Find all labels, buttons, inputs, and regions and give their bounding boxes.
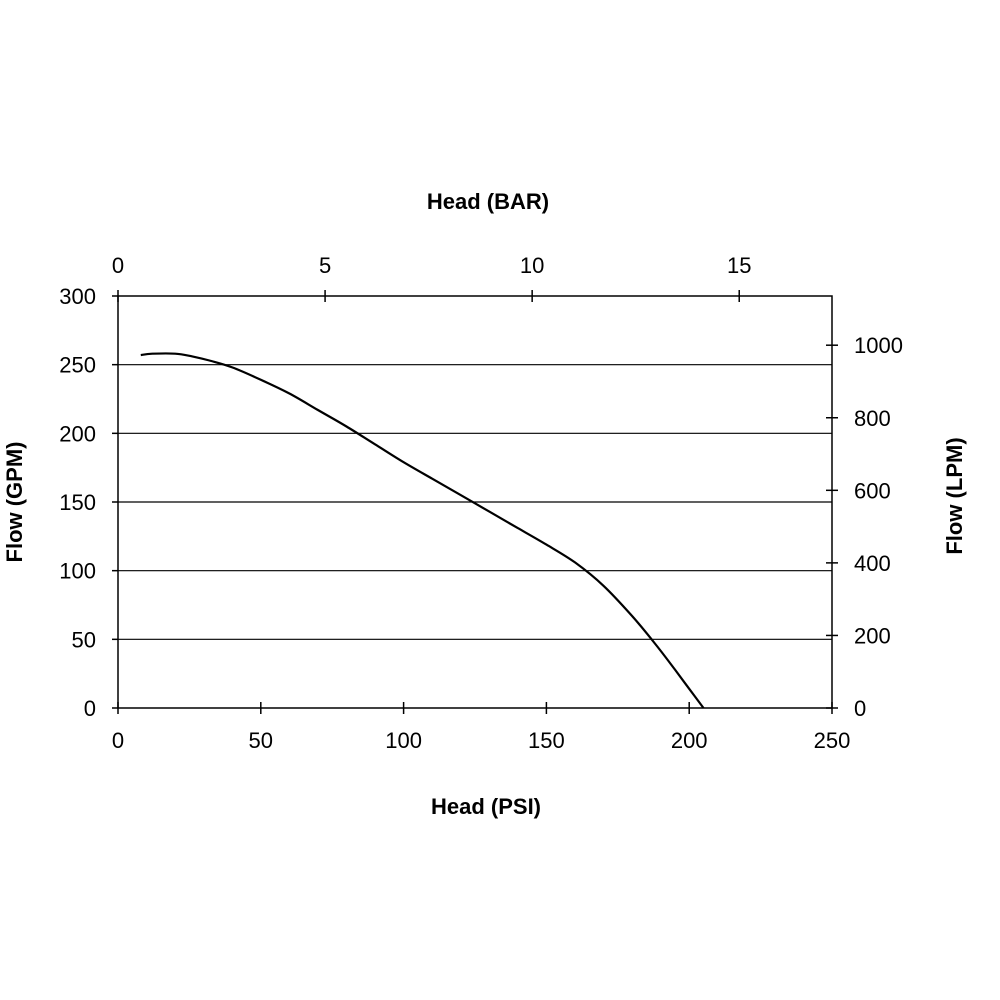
x-tick-label-0: 0 (112, 728, 124, 753)
y2-axis-title: Flow (LPM) (942, 437, 967, 554)
series-line-pump-curve (140, 352, 705, 709)
x2-tick-label-5: 5 (319, 253, 331, 278)
y-axis-title: Flow (GPM) (2, 442, 27, 563)
y-tick-label-100: 100 (59, 559, 96, 584)
y2-axis-ticks: 0 200 400 600 800 1000 (826, 333, 903, 721)
y-tick-label-50: 50 (72, 627, 96, 652)
x2-axis-ticks: 0 5 10 15 (112, 253, 751, 302)
x2-tick-label-0: 0 (112, 253, 124, 278)
x-tick-label-50: 50 (249, 728, 273, 753)
y2-tick-label-1000: 1000 (854, 333, 903, 358)
y-tick-label-300: 300 (59, 284, 96, 309)
x-axis-title: Head (PSI) (431, 794, 541, 819)
x2-tick-label-15: 15 (727, 253, 751, 278)
x2-tick-label-10: 10 (520, 253, 544, 278)
gridlines (118, 364, 832, 640)
y2-tick-label-200: 200 (854, 623, 891, 648)
y-tick-label-200: 200 (59, 421, 96, 446)
y2-tick-label-800: 800 (854, 406, 891, 431)
x-tick-label-100: 100 (385, 728, 422, 753)
x-tick-label-250: 250 (814, 728, 851, 753)
y-tick-label-250: 250 (59, 353, 96, 378)
y2-tick-label-0: 0 (854, 696, 866, 721)
y2-tick-label-400: 400 (854, 551, 891, 576)
x-tick-label-200: 200 (671, 728, 708, 753)
y-axis-ticks: 0 50 100 150 200 250 300 (59, 284, 118, 721)
x-axis-ticks: 0 50 100 150 200 250 (112, 702, 850, 753)
x-tick-label-150: 150 (528, 728, 565, 753)
x2-axis-title: Head (BAR) (427, 189, 549, 214)
y2-tick-label-600: 600 (854, 478, 891, 503)
y-tick-label-0: 0 (84, 696, 96, 721)
y-tick-label-150: 150 (59, 490, 96, 515)
